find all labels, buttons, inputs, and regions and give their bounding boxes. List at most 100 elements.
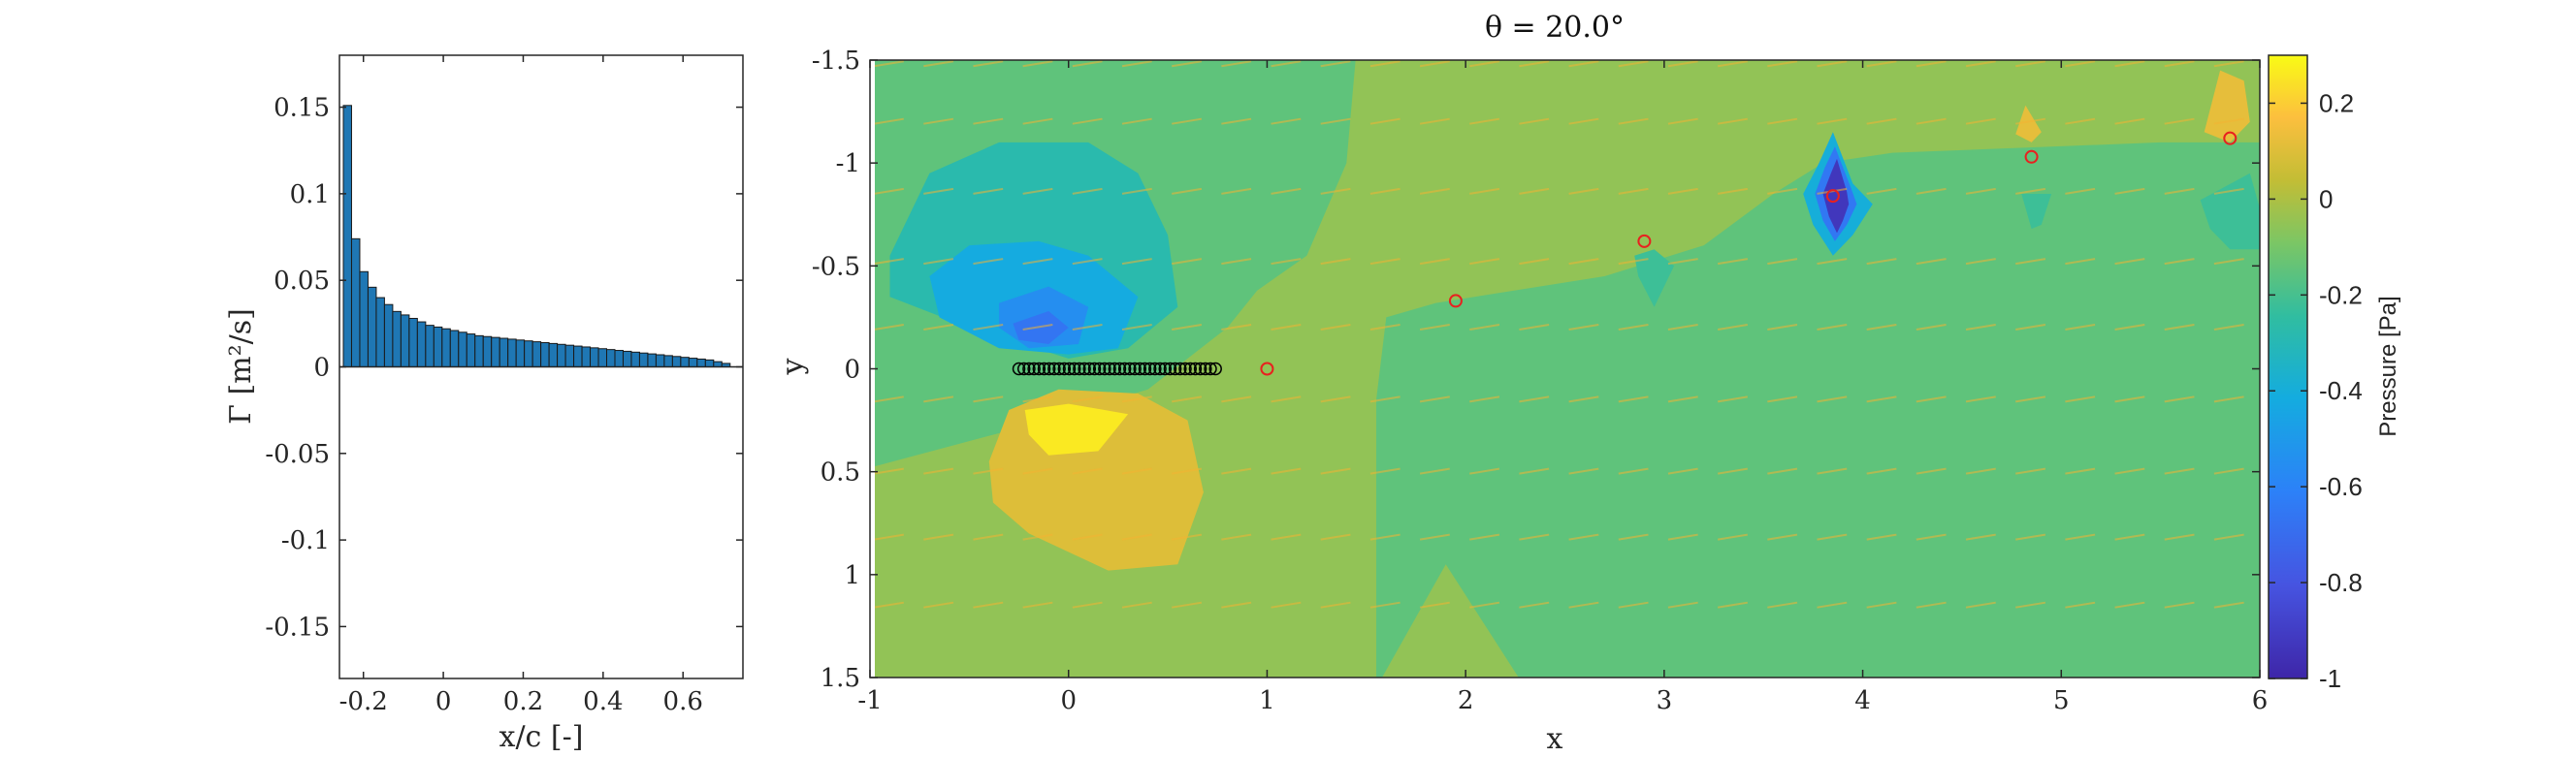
streamline-segment [1320,324,1351,331]
streamline-segment [2213,117,2244,125]
pressure-contour-chart: -1 0 1 2 3 4 5 6 -1.5 -1 -0.5 0 0.5 1 1.5 θ = 20.0° x… [776,11,2401,756]
streamline-segment [1271,60,1302,68]
panel-marker [1062,362,1077,376]
streamline-segment [1519,601,1550,609]
bar [548,342,559,368]
streamline-segment [1022,324,1053,331]
streamline-segment [1965,258,1996,266]
streamline-segment [2114,601,2145,609]
streamline-segment [1320,117,1351,125]
streamline-segment [1271,258,1302,266]
panel-marker [1174,362,1187,376]
bar [573,345,583,368]
colorbar-tick-label: 0 [2319,184,2333,213]
streamline-segment [1320,467,1351,475]
wake-vortex-marker [2223,131,2238,145]
wake-vortex-markers [1260,131,2238,376]
x-tick-label: 0 [435,687,452,716]
streamline-segment [1667,187,1698,195]
streamline-segment [2114,395,2145,403]
wake-vortex-marker [1825,189,1840,204]
streamline-segment [2164,324,2195,331]
streamline-segment [1667,395,1698,403]
colorbar-tick-label: -1 [2319,664,2341,693]
panel-marker [1082,362,1097,376]
bar [367,286,377,368]
bar [597,348,608,367]
streamline-segment [1419,187,1450,195]
streamline-segment [1519,187,1550,195]
y-tick-label: -1.5 [812,47,860,76]
bar [359,270,369,367]
bar [383,303,394,368]
panel-marker [1073,362,1086,376]
streamline-segment [2114,258,2145,266]
streamline-segment [2114,187,2145,195]
streamline-segment [1022,117,1053,125]
streamline-segment [1369,395,1401,403]
streamline-segment [923,117,954,125]
streamline-segment [2065,467,2096,475]
streamline-segment [1320,601,1351,609]
streamline-segment [1369,533,1401,541]
y-tick-label: -0.1 [281,526,330,555]
streamline-segment [923,467,954,475]
streamline-segment [1866,467,1897,475]
streamline-segment [1519,258,1550,266]
panel-marker [1087,362,1102,376]
streamline-segment [1271,117,1302,125]
bar [474,334,484,368]
streamline-segment [2213,258,2244,266]
streamline-segment [1022,467,1053,475]
streamline-segment [2015,258,2046,266]
streamline-segment [2164,467,2195,475]
streamline-segment [1618,601,1649,609]
streamline-segment [1072,467,1103,475]
wake-vortex-marker [2024,149,2039,164]
streamline-segment [1369,117,1401,125]
streamline-segment [923,60,954,68]
x-tick-label: 2 [1458,686,1474,715]
streamline-segment [1121,258,1152,266]
bar [614,350,624,368]
bar [663,355,673,368]
streamline-segment [1965,117,1996,125]
streamline-segment [1667,258,1698,266]
streamline-segment [1866,601,1897,609]
streamline-segment [1469,324,1500,331]
streamline-segment [1419,395,1450,403]
bar [524,340,533,368]
streamline-segment [1369,324,1401,331]
streamline-segment [1172,117,1203,125]
panel-marker [1148,362,1162,376]
streamline-segment [1767,187,1798,195]
streamline-segment [2114,117,2145,125]
streamline-segment [923,187,954,195]
streamline-segment [1271,324,1302,331]
bar [499,337,509,368]
panel-marker [1067,362,1081,376]
streamline-segment [1667,601,1698,609]
streamline-segment [1618,533,1649,541]
streamline-segment [1717,60,1748,68]
streamline-segment [1072,533,1103,541]
streamline-segment [1866,324,1897,331]
panel-marker [1163,362,1177,376]
bar [704,359,715,368]
panel-marker [1112,362,1127,376]
streamline-segment [1817,533,1848,541]
panel-marker [1016,362,1031,376]
bar [638,352,649,368]
panel-marker [1098,362,1111,376]
streamline-segment [1568,60,1599,68]
streamline-segment [1767,395,1798,403]
streamline-segment [2114,467,2145,475]
streamline-segment [1568,601,1599,609]
streamline-segment [1469,117,1500,125]
contour-x-axis-label: x [1547,722,1563,756]
circulation-bar-chart: 0.15 0.1 0.05 0 -0.05 -0.1 -0.15 -0.2 0 0.2 0.4 0.… [224,54,744,754]
streamline-segment [1369,467,1401,475]
contour-y-axis-label: y [776,358,810,375]
